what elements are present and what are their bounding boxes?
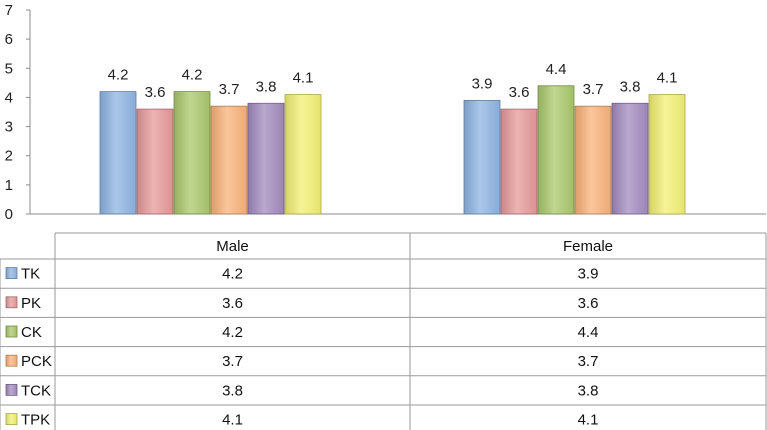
bar-tk-male xyxy=(99,91,137,215)
table-cell: 3.6 xyxy=(578,295,599,312)
data-label: 4.2 xyxy=(108,67,129,84)
y-tick-label: 5 xyxy=(5,60,13,77)
data-label: 3.9 xyxy=(472,75,493,92)
data-label: 4.2 xyxy=(182,67,203,84)
bar-tpk-male xyxy=(284,94,322,215)
data-label: 3.7 xyxy=(219,81,240,98)
table-cell: 3.8 xyxy=(222,382,243,399)
bar-tck-female xyxy=(611,102,649,215)
bar-pck-male xyxy=(210,105,248,215)
legend-label-tk: TK xyxy=(21,266,40,283)
bar-pck-female xyxy=(574,105,612,215)
y-tick-label: 4 xyxy=(5,89,13,106)
y-tick-label: 3 xyxy=(5,119,13,136)
y-tick-label: 1 xyxy=(5,177,13,194)
legend-swatch-tpk xyxy=(5,413,18,426)
y-tick-label: 0 xyxy=(5,206,13,223)
legend-swatch-ck xyxy=(5,325,18,338)
table-cell: 3.9 xyxy=(578,266,599,283)
table-cell: 3.7 xyxy=(578,353,599,370)
legend-label-pck: PCK xyxy=(21,353,52,370)
data-label: 4.1 xyxy=(657,70,678,87)
data-label: 3.8 xyxy=(620,78,641,95)
table-cell: 4.2 xyxy=(222,266,243,283)
legend-swatch-pck xyxy=(5,354,18,367)
table-header-male: Male xyxy=(216,238,249,255)
legend-swatch-pk xyxy=(5,296,18,309)
data-label: 3.7 xyxy=(583,81,604,98)
table-cell: 3.7 xyxy=(222,353,243,370)
bar-ck-female xyxy=(537,85,575,215)
table-cell: 4.2 xyxy=(222,324,243,341)
bar-tck-male xyxy=(247,102,285,215)
legend-swatch-tck xyxy=(5,383,18,396)
legend-label-tpk: TPK xyxy=(21,412,50,429)
data-label: 3.6 xyxy=(145,84,166,101)
legend-label-pk: PK xyxy=(21,295,41,312)
table-cell: 4.4 xyxy=(578,324,599,341)
data-table: Male Female TK 4.2 3.9 PK 3.6 3.6 CK 4.2 4.4 PCK 3.7… xyxy=(0,232,767,430)
legend-label-tck: TCK xyxy=(21,382,51,399)
data-label: 4.1 xyxy=(293,70,314,87)
data-labels-group: 4.2 3.6 4.2 3.7 3.8 4.1 3.9 3.6 4.4 3.7 3.8 4.1 xyxy=(108,61,678,101)
table-cell: 3.6 xyxy=(222,295,243,312)
legend-label-ck: CK xyxy=(21,324,42,341)
bar-ck-male xyxy=(173,91,211,215)
table-cell: 4.1 xyxy=(222,412,243,429)
y-tick-label: 2 xyxy=(5,148,13,165)
bar-pk-female xyxy=(500,108,538,215)
y-tick-label: 6 xyxy=(5,31,13,48)
table-cell: 3.8 xyxy=(578,382,599,399)
y-tick-label: 7 xyxy=(5,2,13,19)
table-header-female: Female xyxy=(563,238,613,255)
bars-group xyxy=(99,85,686,215)
bar-tk-female xyxy=(463,99,501,215)
bar-pk-male xyxy=(136,108,174,215)
data-label: 3.8 xyxy=(256,78,277,95)
data-label: 4.4 xyxy=(546,61,567,78)
table-cell: 4.1 xyxy=(578,412,599,429)
bar-tpk-female xyxy=(648,94,686,215)
legend-swatch-tk xyxy=(5,267,18,280)
data-label: 3.6 xyxy=(509,84,530,101)
